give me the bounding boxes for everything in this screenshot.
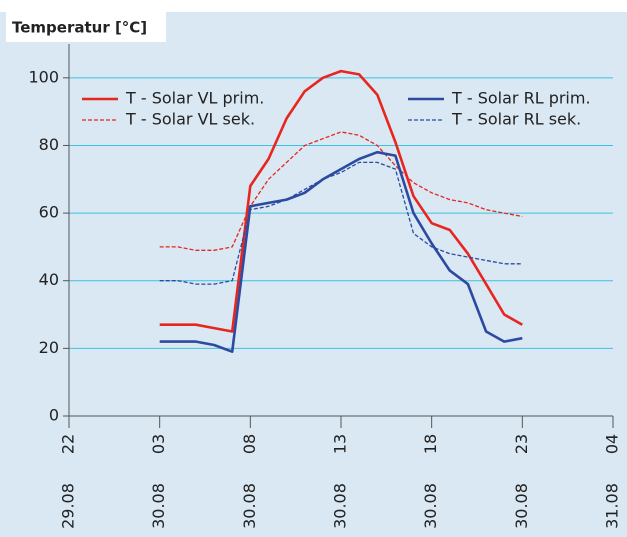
y-tick-label: 80 (39, 135, 59, 154)
legend-label: T - Solar VL prim. (125, 89, 264, 108)
x-tick-label: 22 (59, 434, 78, 454)
x-tick-date: 30.08 (512, 483, 531, 529)
y-tick-label: 100 (28, 67, 59, 86)
x-tick-date: 30.08 (421, 483, 440, 529)
x-tick-date: 30.08 (331, 483, 350, 529)
y-tick-label: 60 (39, 203, 59, 222)
x-tick-label: 23 (512, 434, 531, 454)
x-tick-date: 29.08 (59, 483, 78, 529)
x-tick-date: 31.08 (603, 483, 622, 529)
x-tick-label: 13 (331, 434, 350, 454)
y-tick-label: 0 (49, 406, 59, 425)
legend-label: T - Solar RL sek. (451, 110, 581, 129)
x-tick-label: 03 (149, 434, 168, 454)
legend-label: T - Solar RL prim. (451, 89, 591, 108)
top-strip (0, 0, 627, 12)
x-tick-date: 30.08 (149, 483, 168, 529)
x-tick-date: 30.08 (240, 483, 259, 529)
series-line (159, 131, 523, 251)
title-box (6, 12, 166, 42)
x-tick-label: 04 (603, 434, 622, 454)
series-line (159, 150, 523, 354)
series-line (159, 69, 523, 333)
chart-title: Temperatur [°C] (12, 19, 147, 37)
y-tick-label: 20 (39, 338, 59, 357)
series-line (159, 161, 523, 285)
y-tick-label: 40 (39, 270, 59, 289)
legend-label: T - Solar VL sek. (125, 110, 255, 129)
x-tick-label: 18 (421, 434, 440, 454)
x-tick-label: 08 (240, 434, 259, 454)
